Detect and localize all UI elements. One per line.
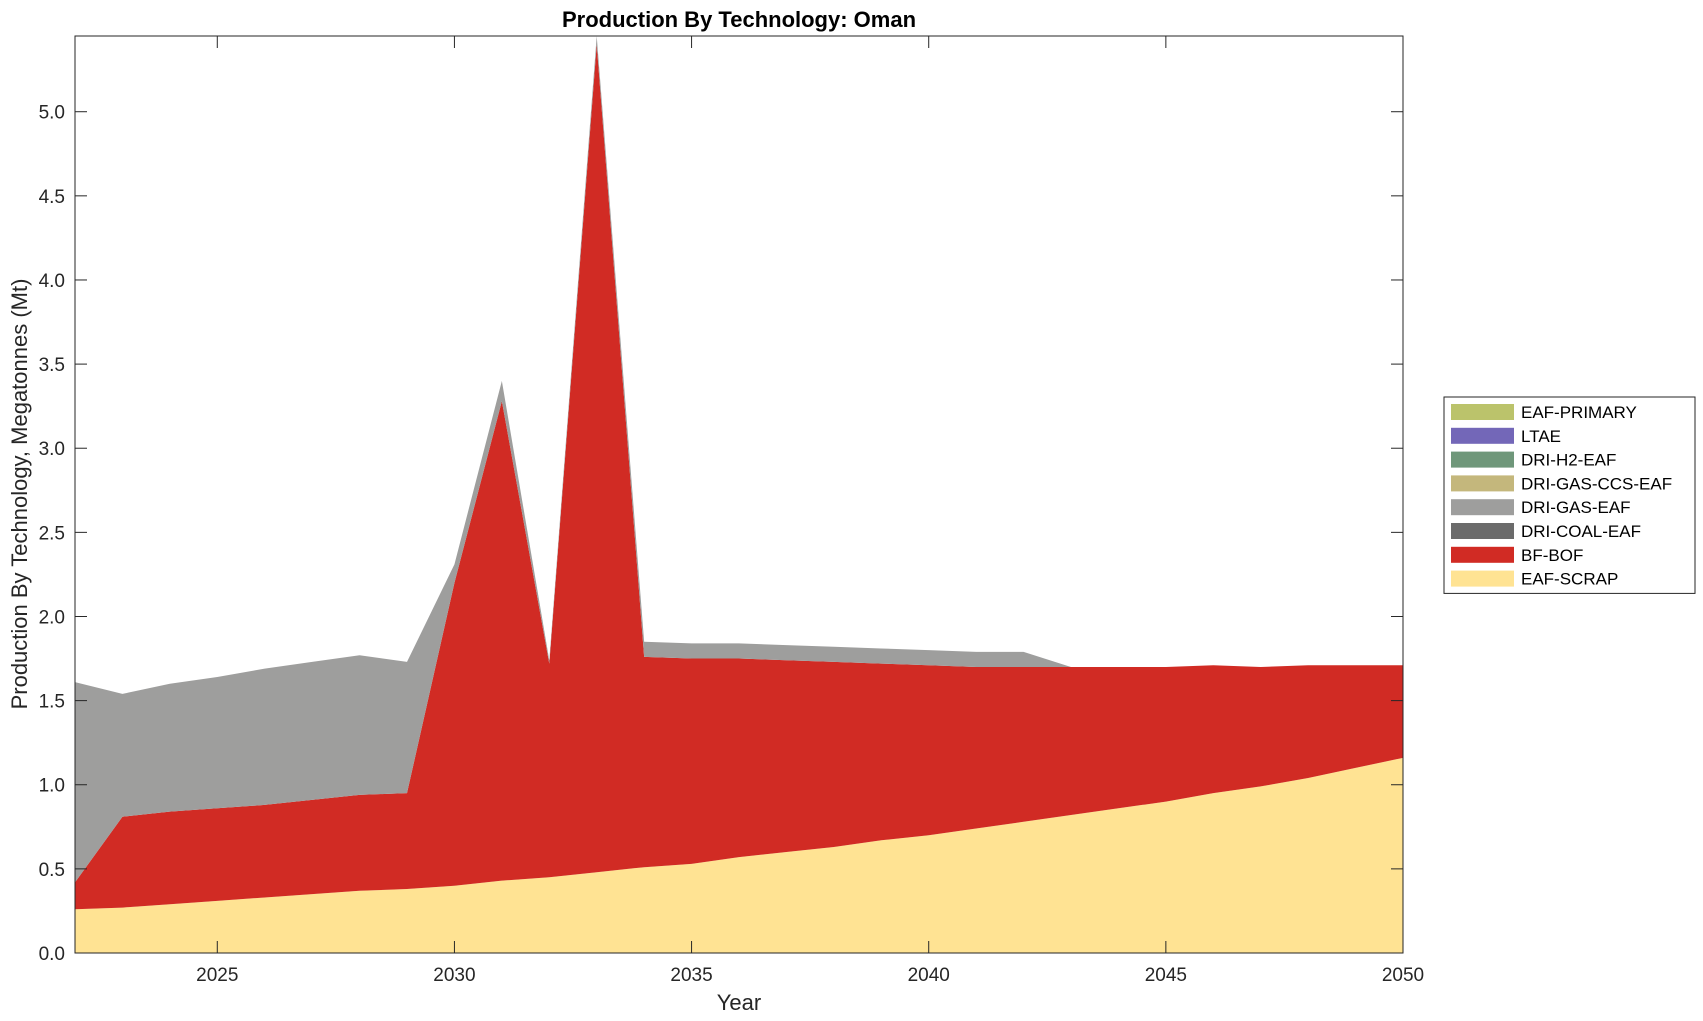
legend-label-bf-bof: BF-BOF xyxy=(1521,546,1583,565)
legend-swatch-eaf-primary xyxy=(1451,404,1514,420)
area-dri-gas-eaf xyxy=(75,36,1403,883)
x-tick-label: 2045 xyxy=(1145,965,1187,986)
x-tick-label: 2030 xyxy=(433,965,475,986)
area-eaf-primary xyxy=(75,36,1403,694)
legend-swatch-ltae xyxy=(1451,427,1514,444)
legend-label-eaf-scrap: EAF-SCRAP xyxy=(1521,570,1618,589)
y-tick-label: 0.0 xyxy=(39,944,65,965)
legend-label-eaf-primary: EAF-PRIMARY xyxy=(1521,403,1637,422)
x-tick-label: 2040 xyxy=(908,965,950,986)
x-tick-label: 2025 xyxy=(196,965,238,986)
y-axis: 0.0 0.5 1.0 1.5 2.0 2.5 3.0 3.5 4.0 4.5 5.0 xyxy=(39,103,1403,965)
legend-label-dri-gas-eaf: DRI-GAS-EAF xyxy=(1521,498,1631,517)
y-tick-label: 4.5 xyxy=(39,187,65,208)
y-tick-label: 1.0 xyxy=(39,776,65,797)
legend-label-dri-gas-ccs-eaf: DRI-GAS-CCS-EAF xyxy=(1521,474,1672,493)
legend-swatch-dri-h2-eaf xyxy=(1451,451,1514,468)
y-tick-label: 3.0 xyxy=(39,439,65,460)
area-dri-h2-eaf xyxy=(75,36,1403,694)
x-axis-label: Year xyxy=(717,990,761,1015)
legend-label-dri-h2-eaf: DRI-H2-EAF xyxy=(1521,451,1616,470)
legend-swatch-dri-gas-ccs-eaf xyxy=(1451,475,1514,492)
y-tick-label: 2.5 xyxy=(39,523,65,544)
y-tick-label: 2.0 xyxy=(39,607,65,628)
area-dri-gas-ccs-eaf xyxy=(75,36,1403,694)
y-axis-label: Production By Technology, Megatonnes (Mt… xyxy=(7,279,32,710)
legend-swatch-eaf-scrap xyxy=(1451,570,1514,587)
plot-frame xyxy=(74,35,1404,954)
area-eaf-scrap xyxy=(75,757,1403,953)
x-tick-label: 2050 xyxy=(1382,965,1424,986)
legend-swatch-bf-bof xyxy=(1451,546,1514,563)
area-layers xyxy=(75,36,1403,953)
legend-swatch-dri-coal-eaf xyxy=(1451,523,1514,539)
chart-title: Production By Technology: Oman xyxy=(562,7,916,32)
y-tick-label: 3.5 xyxy=(39,355,65,376)
y-tick-label: 1.5 xyxy=(39,692,65,713)
x-axis: 2025 2030 2035 2040 2045 2050 xyxy=(196,36,1424,986)
y-tick-label: 4.0 xyxy=(39,271,65,292)
legend-swatch-dri-gas-eaf xyxy=(1451,499,1514,516)
legend-label-dri-coal-eaf: DRI-COAL-EAF xyxy=(1521,522,1641,541)
y-tick-label: 0.5 xyxy=(39,860,65,881)
legend: EAF-PRIMARY LTAE DRI-H2-EAF DRI-GAS-CCS-EAF… xyxy=(1443,396,1696,594)
y-tick-label: 5.0 xyxy=(39,103,65,124)
area-ltae xyxy=(75,36,1403,694)
area-bf-bof xyxy=(75,44,1403,910)
x-tick-label: 2035 xyxy=(670,965,712,986)
legend-label-ltae: LTAE xyxy=(1521,427,1561,446)
